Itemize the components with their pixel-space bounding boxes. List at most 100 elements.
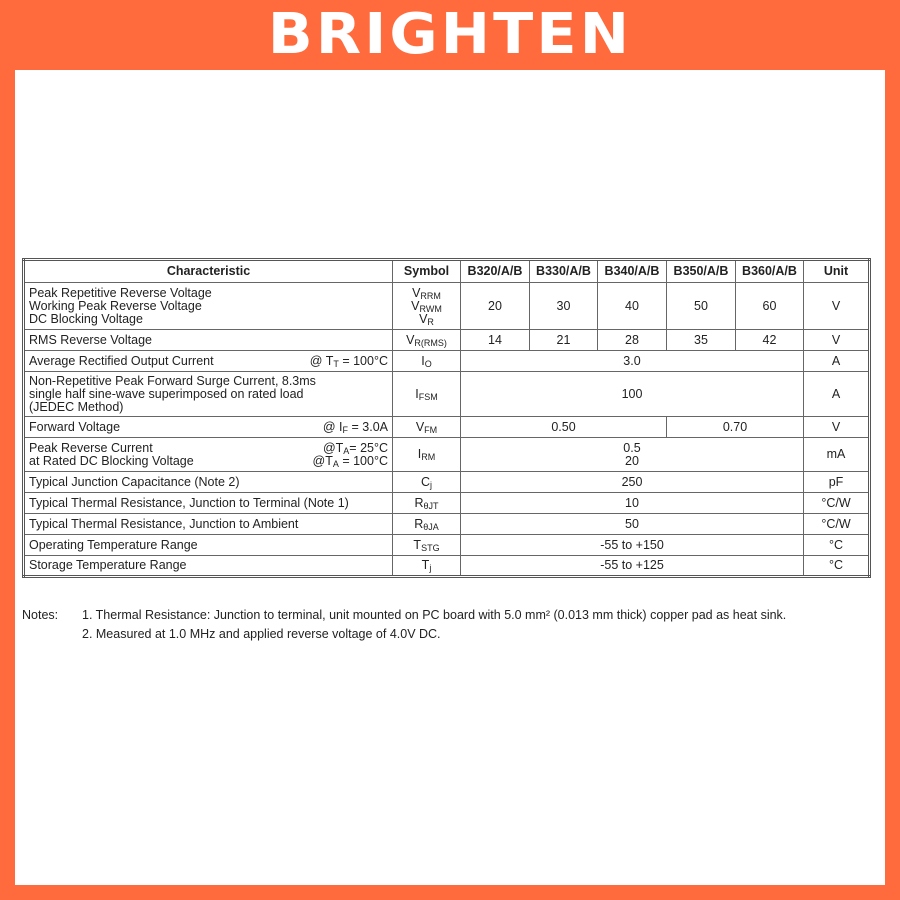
unit-cell: V xyxy=(803,282,870,330)
symbol-base: V xyxy=(415,419,425,434)
characteristic-cell: RMS Reverse Voltage xyxy=(23,329,393,351)
characteristic-line: Peak Repetitive Reverse Voltage xyxy=(29,285,388,300)
symbol: Cj xyxy=(397,475,456,489)
characteristic-cell: Typical Junction Capacitance (Note 2) xyxy=(23,471,393,493)
characteristic-line: DC Blocking Voltage xyxy=(29,311,388,326)
test-condition: @ TT = 100°C xyxy=(310,353,388,369)
symbol: VR xyxy=(397,311,456,327)
value-cell: 40 xyxy=(597,282,667,330)
characteristic-cell: Non-Repetitive Peak Forward Surge Curren… xyxy=(23,371,393,417)
symbol-cell: IFSM xyxy=(392,371,461,417)
value-cell: -55 to +150 xyxy=(460,534,804,556)
non-repetitive-peak-forward-surge-current-row: Non-Repetitive Peak Forward Surge Curren… xyxy=(23,371,870,417)
condition-text: = 25°C xyxy=(349,440,388,455)
column-header: B340/A/B xyxy=(597,259,667,283)
unit-cell: V xyxy=(803,416,870,438)
symbol-cell: Tj xyxy=(392,555,461,577)
condition-subscript: A xyxy=(343,445,350,456)
characteristic-line: @ TT = 100°C Average Rectified Output Cur… xyxy=(29,353,388,369)
characteristic-text: Peak Repetitive Reverse Voltage xyxy=(29,285,212,300)
unit-cell: °C/W xyxy=(803,513,870,535)
characteristic-line: single half sine-wave superimposed on ra… xyxy=(29,386,388,401)
symbol-subscript: FM xyxy=(424,424,438,435)
value-cell: 42 xyxy=(735,329,804,351)
value-cell: 50 xyxy=(666,282,736,330)
characteristic-cell: Operating Temperature Range xyxy=(23,534,393,556)
symbol-cell: RθJT xyxy=(392,492,461,514)
characteristic-cell: Storage Temperature Range xyxy=(23,555,393,577)
column-header: B320/A/B xyxy=(460,259,530,283)
condition-subscript: A xyxy=(332,458,339,469)
value-cell: 20 xyxy=(460,282,530,330)
characteristic-text: RMS Reverse Voltage xyxy=(29,332,152,347)
condition-text: @T xyxy=(312,453,333,468)
symbol-subscript: j xyxy=(429,563,432,573)
value-cell: 60 xyxy=(735,282,804,330)
symbol-cell: Cj xyxy=(392,471,461,493)
characteristic-cell: @TA= 25°C Peak Reverse Current @TA = 100°C… xyxy=(23,437,393,472)
characteristic-line: Working Peak Reverse Voltage xyxy=(29,299,388,313)
condition-subscript: T xyxy=(333,358,339,369)
ratings-table: Characteristic Symbol B320/A/B B330/A/B B340… xyxy=(22,258,871,578)
symbol-cell: VRRM VRWM VR xyxy=(392,282,461,330)
column-header: Symbol xyxy=(392,259,461,283)
characteristic-line: RMS Reverse Voltage xyxy=(29,332,388,347)
test-condition: @ IF = 3.0A xyxy=(323,419,389,434)
symbol-cell: TSTG xyxy=(392,534,461,556)
symbol-cell: VR(RMS) xyxy=(392,329,461,351)
symbol-base: R xyxy=(414,516,424,531)
note-2: 2. Measured at 1.0 MHz and applied rever… xyxy=(82,627,441,641)
characteristic-line: Typical Thermal Resistance, Junction to … xyxy=(29,496,388,510)
symbol: RθJT xyxy=(397,495,456,510)
value-cell: 0.70 xyxy=(666,416,804,438)
value-cell: 3.0 xyxy=(460,350,804,372)
symbol-base: V xyxy=(419,311,428,326)
column-header: Characteristic xyxy=(23,259,393,283)
symbol: RθJA xyxy=(397,516,456,531)
characteristic-text: Storage Temperature Range xyxy=(29,558,187,572)
characteristic-cell: Typical Thermal Resistance, Junction to … xyxy=(23,492,393,514)
unit-cell: mA xyxy=(803,437,870,472)
table-header-row: Characteristic Symbol B320/A/B B330/A/B B340… xyxy=(23,259,870,283)
condition-text: = 3.0A xyxy=(348,419,389,434)
symbol: Tj xyxy=(397,558,456,573)
test-condition: @TA= 25°C xyxy=(322,440,388,456)
characteristic-cell: Typical Thermal Resistance, Junction to … xyxy=(23,513,393,535)
symbol-subscript: R(RMS) xyxy=(414,337,447,348)
condition-text: @T xyxy=(322,440,344,455)
peak-repetitive-reverse-voltage-row: Peak Repetitive Reverse Voltage Working P… xyxy=(23,282,870,330)
characteristic-cell: @ IF = 3.0A Forward Voltage xyxy=(23,416,393,438)
symbol-cell: RθJA xyxy=(392,513,461,535)
characteristic-line: Typical Junction Capacitance (Note 2) xyxy=(29,475,388,489)
value-cell: 0.50 xyxy=(460,416,667,438)
value-cell: 10 xyxy=(460,492,804,514)
condition-text: = 100°C xyxy=(338,353,388,368)
unit-cell: °C xyxy=(803,555,870,577)
characteristic-text: Typical Thermal Resistance, Junction to … xyxy=(29,516,299,531)
symbol-subscript: R xyxy=(427,316,434,327)
symbol-base: T xyxy=(421,558,430,572)
storage-temperature-range-row: Storage Temperature Range Tj -55 to +125 °C xyxy=(23,555,870,577)
value-cell: -55 to +125 xyxy=(460,555,804,577)
unit-cell: °C xyxy=(803,534,870,556)
value-cell: 35 xyxy=(666,329,736,351)
symbol-base: V xyxy=(406,332,415,347)
characteristic-text: (JEDEC Method) xyxy=(29,399,124,414)
symbol-subscript: RWM xyxy=(419,303,442,314)
symbol: VFM xyxy=(397,419,456,435)
column-header: Unit xyxy=(803,259,870,283)
column-header: B350/A/B xyxy=(666,259,736,283)
symbol-cell: IO xyxy=(392,350,461,372)
symbol-base: R xyxy=(414,495,424,510)
characteristic-text: Non-Repetitive Peak Forward Surge Curren… xyxy=(29,373,316,388)
symbol-base: V xyxy=(412,285,421,300)
symbol-subscript: RRM xyxy=(420,290,441,301)
symbol-subscript: FSM xyxy=(418,391,438,402)
test-condition: @TA = 100°C xyxy=(312,453,388,469)
unit-cell: pF xyxy=(803,471,870,493)
characteristic-text: single half sine-wave superimposed on ra… xyxy=(29,386,304,401)
characteristic-line: Non-Repetitive Peak Forward Surge Curren… xyxy=(29,373,388,388)
thermal-resistance-junction-terminal-row: Typical Thermal Resistance, Junction to … xyxy=(23,492,870,514)
characteristic-text: DC Blocking Voltage xyxy=(29,311,143,326)
value-cell: 30 xyxy=(529,282,598,330)
